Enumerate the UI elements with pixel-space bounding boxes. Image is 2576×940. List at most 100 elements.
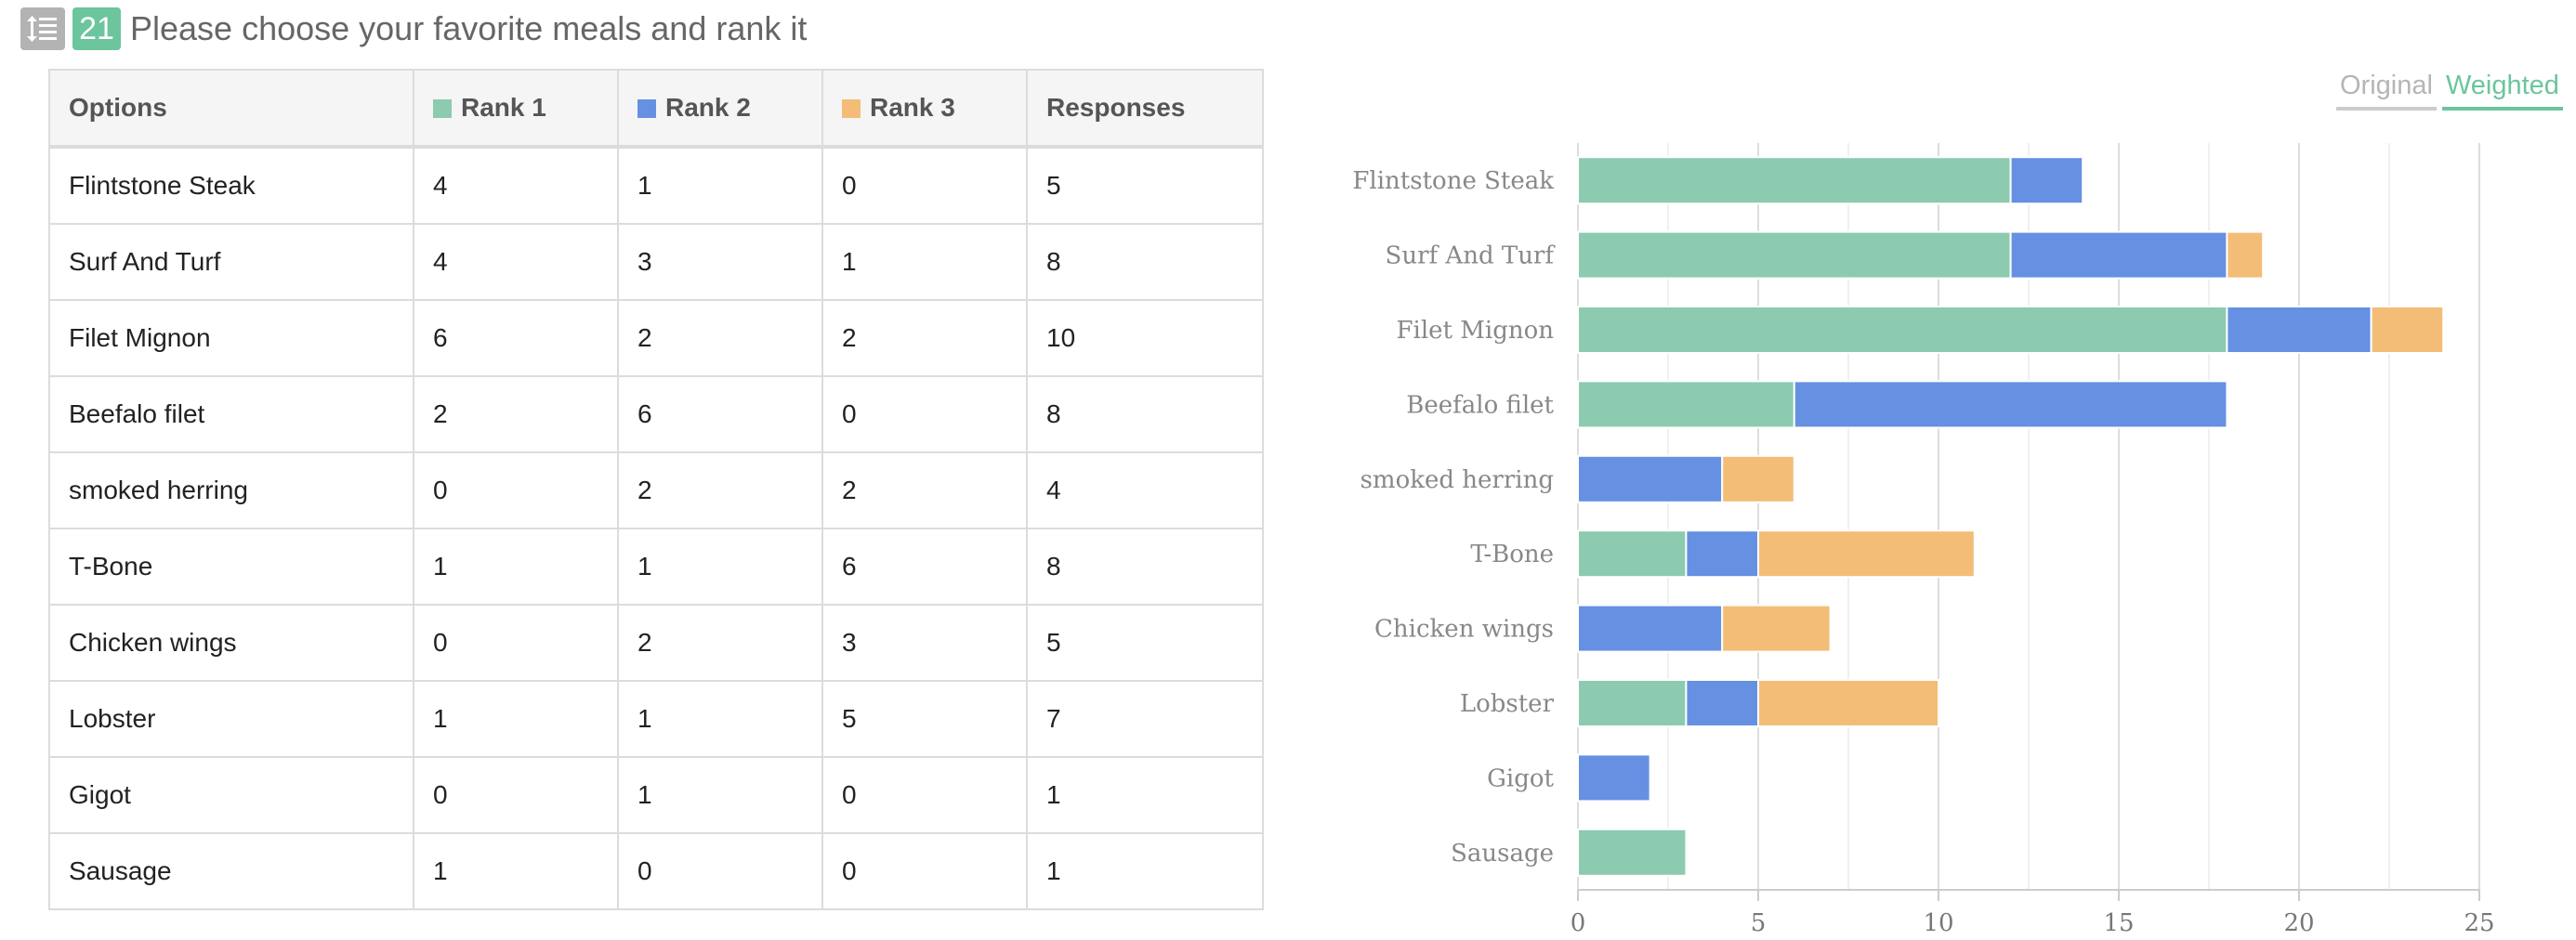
rank-2-swatch bbox=[637, 99, 656, 118]
cell-responses: 8 bbox=[1026, 223, 1264, 301]
cell-rank-3: 1 bbox=[821, 223, 1028, 301]
cell-option: Lobster bbox=[48, 680, 414, 758]
cell-option: Gigot bbox=[48, 756, 414, 834]
cell-responses: 7 bbox=[1026, 680, 1264, 758]
x-tick-label: 25 bbox=[2464, 909, 2494, 937]
toggle-weighted-button[interactable]: Weighted bbox=[2441, 71, 2563, 111]
table-row: Flintstone Steak 4 1 0 5 bbox=[48, 146, 1264, 225]
cell-responses: 8 bbox=[1026, 528, 1264, 606]
rank-3-swatch bbox=[842, 99, 861, 118]
cell-option: Sausage bbox=[48, 832, 414, 910]
column-header-rank-2: Rank 2 bbox=[617, 69, 823, 149]
bar-rank-2 bbox=[1577, 454, 1724, 503]
table-row: Filet Mignon 6 2 2 10 bbox=[48, 299, 1264, 377]
bar-rank-3 bbox=[2370, 306, 2445, 354]
view-toggle: Original Weighted bbox=[2336, 71, 2563, 111]
rank-1-swatch bbox=[433, 99, 452, 118]
y-category-label: Filet Mignon bbox=[1397, 317, 1555, 345]
x-tick-label: 5 bbox=[1751, 909, 1767, 937]
y-category-label: Lobster bbox=[1460, 690, 1555, 718]
y-category-label: Sausage bbox=[1451, 840, 1554, 868]
cell-rank-3: 2 bbox=[821, 299, 1028, 377]
bar-rank-1 bbox=[1577, 828, 1688, 877]
cell-rank-1: 0 bbox=[413, 451, 619, 529]
cell-rank-1: 1 bbox=[413, 528, 619, 606]
table-row: smoked herring 0 2 2 4 bbox=[48, 451, 1264, 529]
bar-rank-3 bbox=[2226, 230, 2265, 280]
bar-rank-2 bbox=[2226, 306, 2372, 354]
column-header-options: Options bbox=[48, 69, 414, 149]
bar-rank-2 bbox=[1793, 380, 2228, 429]
question-title: Please choose your favorite meals and ra… bbox=[130, 9, 808, 47]
results-table: Options Rank 1 Rank 2 Rank 3 Responses F… bbox=[48, 69, 1264, 910]
cell-option: T-Bone bbox=[48, 528, 414, 606]
column-header-responses: Responses bbox=[1026, 69, 1264, 149]
cell-rank-1: 1 bbox=[413, 832, 619, 910]
cell-rank-1: 1 bbox=[413, 680, 619, 758]
bar-rank-2 bbox=[1685, 529, 1759, 579]
cell-option: Flintstone Steak bbox=[48, 146, 414, 225]
cell-responses: 8 bbox=[1026, 375, 1264, 453]
bar-rank-2 bbox=[2009, 156, 2084, 205]
toggle-original-button[interactable]: Original bbox=[2336, 71, 2437, 111]
cell-responses: 1 bbox=[1026, 756, 1264, 834]
cell-rank-1: 4 bbox=[413, 146, 619, 225]
y-category-label: smoked herring bbox=[1360, 466, 1554, 494]
question-number-badge: 21 bbox=[72, 7, 121, 50]
cell-rank-3: 0 bbox=[821, 146, 1028, 225]
cell-rank-2: 2 bbox=[617, 604, 823, 682]
bar-rank-1 bbox=[1577, 156, 2012, 205]
cell-rank-2: 2 bbox=[617, 451, 823, 529]
y-category-label: Gigot bbox=[1487, 764, 1554, 792]
table-row: Gigot 0 1 0 1 bbox=[48, 756, 1264, 834]
cell-rank-3: 6 bbox=[821, 528, 1028, 606]
ranking-list-icon bbox=[20, 7, 65, 50]
table-row: Chicken wings 0 2 3 5 bbox=[48, 604, 1264, 682]
bar-rank-3 bbox=[1721, 454, 1795, 503]
cell-rank-2: 0 bbox=[617, 832, 823, 910]
bar-rank-1 bbox=[1577, 679, 1688, 727]
cell-responses: 4 bbox=[1026, 451, 1264, 529]
table-row: Sausage 1 0 0 1 bbox=[48, 832, 1264, 910]
bar-rank-2 bbox=[2009, 230, 2228, 280]
cell-rank-2: 1 bbox=[617, 680, 823, 758]
cell-responses: 10 bbox=[1026, 299, 1264, 377]
column-header-rank-2-label: Rank 2 bbox=[665, 93, 751, 122]
cell-option: Beefalo filet bbox=[48, 375, 414, 453]
column-header-rank-1: Rank 1 bbox=[413, 69, 619, 149]
cell-responses: 5 bbox=[1026, 604, 1264, 682]
cell-responses: 5 bbox=[1026, 146, 1264, 225]
cell-option: Surf And Turf bbox=[48, 223, 414, 301]
question-header: 21 Please choose your favorite meals and… bbox=[20, 6, 807, 52]
cell-rank-2: 1 bbox=[617, 146, 823, 225]
cell-option: smoked herring bbox=[48, 451, 414, 529]
cell-rank-2: 1 bbox=[617, 528, 823, 606]
cell-rank-3: 3 bbox=[821, 604, 1028, 682]
table-row: Lobster 1 1 5 7 bbox=[48, 680, 1264, 758]
table-row: T-Bone 1 1 6 8 bbox=[48, 528, 1264, 606]
cell-option: Chicken wings bbox=[48, 604, 414, 682]
cell-option: Filet Mignon bbox=[48, 299, 414, 377]
bar-rank-1 bbox=[1577, 306, 2228, 354]
cell-rank-3: 0 bbox=[821, 756, 1028, 834]
x-tick-label: 10 bbox=[1923, 909, 1953, 937]
bar-rank-1 bbox=[1577, 529, 1688, 579]
column-header-rank-1-label: Rank 1 bbox=[461, 93, 546, 122]
cell-rank-1: 4 bbox=[413, 223, 619, 301]
bar-rank-2 bbox=[1577, 753, 1651, 803]
cell-rank-3: 0 bbox=[821, 832, 1028, 910]
table-row: Surf And Turf 4 3 1 8 bbox=[48, 223, 1264, 301]
cell-rank-1: 6 bbox=[413, 299, 619, 377]
weighted-ranking-chart: 0 5 10 15 20 25 Flintstone Steak Surf And Turf F… bbox=[1352, 143, 2495, 937]
bar-rank-2 bbox=[1577, 604, 1724, 653]
column-header-rank-3-label: Rank 3 bbox=[870, 93, 955, 122]
table-header-row: Options Rank 1 Rank 2 Rank 3 Responses bbox=[48, 69, 1264, 149]
cell-rank-3: 5 bbox=[821, 680, 1028, 758]
bar-rank-1 bbox=[1577, 230, 2012, 280]
bar-rank-1 bbox=[1577, 380, 1795, 429]
cell-rank-2: 2 bbox=[617, 299, 823, 377]
cell-rank-3: 0 bbox=[821, 375, 1028, 453]
cell-rank-1: 0 bbox=[413, 756, 619, 834]
cell-responses: 1 bbox=[1026, 832, 1264, 910]
cell-rank-2: 6 bbox=[617, 375, 823, 453]
